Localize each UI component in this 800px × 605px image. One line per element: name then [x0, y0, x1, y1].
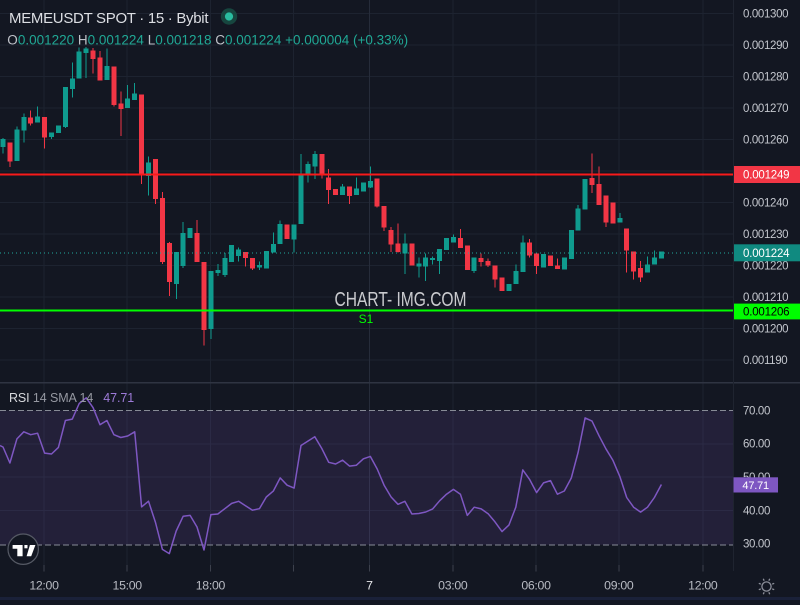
svg-text:70.00: 70.00	[743, 405, 770, 417]
svg-text:06:00: 06:00	[521, 579, 551, 593]
svg-text:09:00: 09:00	[604, 579, 634, 593]
svg-text:0.001230: 0.001230	[743, 229, 788, 241]
svg-text:0.001190: 0.001190	[743, 355, 787, 367]
svg-text:12:00: 12:00	[29, 579, 59, 593]
svg-text:0.001206: 0.001206	[743, 307, 789, 319]
svg-text:0.001270: 0.001270	[743, 103, 788, 115]
svg-text:0.001240: 0.001240	[743, 197, 788, 209]
svg-text:0.001224: 0.001224	[743, 248, 790, 260]
svg-text:30.00: 30.00	[743, 539, 770, 551]
svg-text:12:00: 12:00	[688, 579, 718, 593]
svg-text:O0.001220 H0.001224 L0.001218: O0.001220 H0.001224 L0.001218 C0.001224 …	[7, 33, 408, 48]
svg-text:40.00: 40.00	[743, 505, 770, 517]
svg-text:CHART- IMG.COM: CHART- IMG.COM	[334, 288, 466, 311]
svg-text:18:00: 18:00	[196, 579, 226, 593]
svg-text:0.001249: 0.001249	[743, 170, 789, 182]
svg-text:0.001220: 0.001220	[743, 260, 788, 272]
svg-text:MEMEUSDT SPOT · 15 · Bybit: MEMEUSDT SPOT · 15 · Bybit	[9, 10, 209, 27]
svg-text:RSI 14 SMA 14 47.71: RSI 14 SMA 14 47.71	[9, 391, 134, 405]
svg-text:0.001260: 0.001260	[743, 134, 788, 146]
svg-text:0.001290: 0.001290	[743, 40, 788, 52]
svg-text:15:00: 15:00	[113, 579, 143, 593]
svg-text:0.001200: 0.001200	[743, 323, 788, 335]
svg-text:7: 7	[366, 579, 373, 593]
svg-text:03:00: 03:00	[438, 579, 468, 593]
svg-text:0.001210: 0.001210	[743, 292, 788, 304]
svg-text:0.001280: 0.001280	[743, 71, 788, 83]
svg-text:60.00: 60.00	[743, 439, 770, 451]
svg-text:S1: S1	[359, 312, 374, 326]
svg-text:47.71: 47.71	[742, 480, 769, 492]
svg-text:0.001300: 0.001300	[743, 8, 788, 20]
